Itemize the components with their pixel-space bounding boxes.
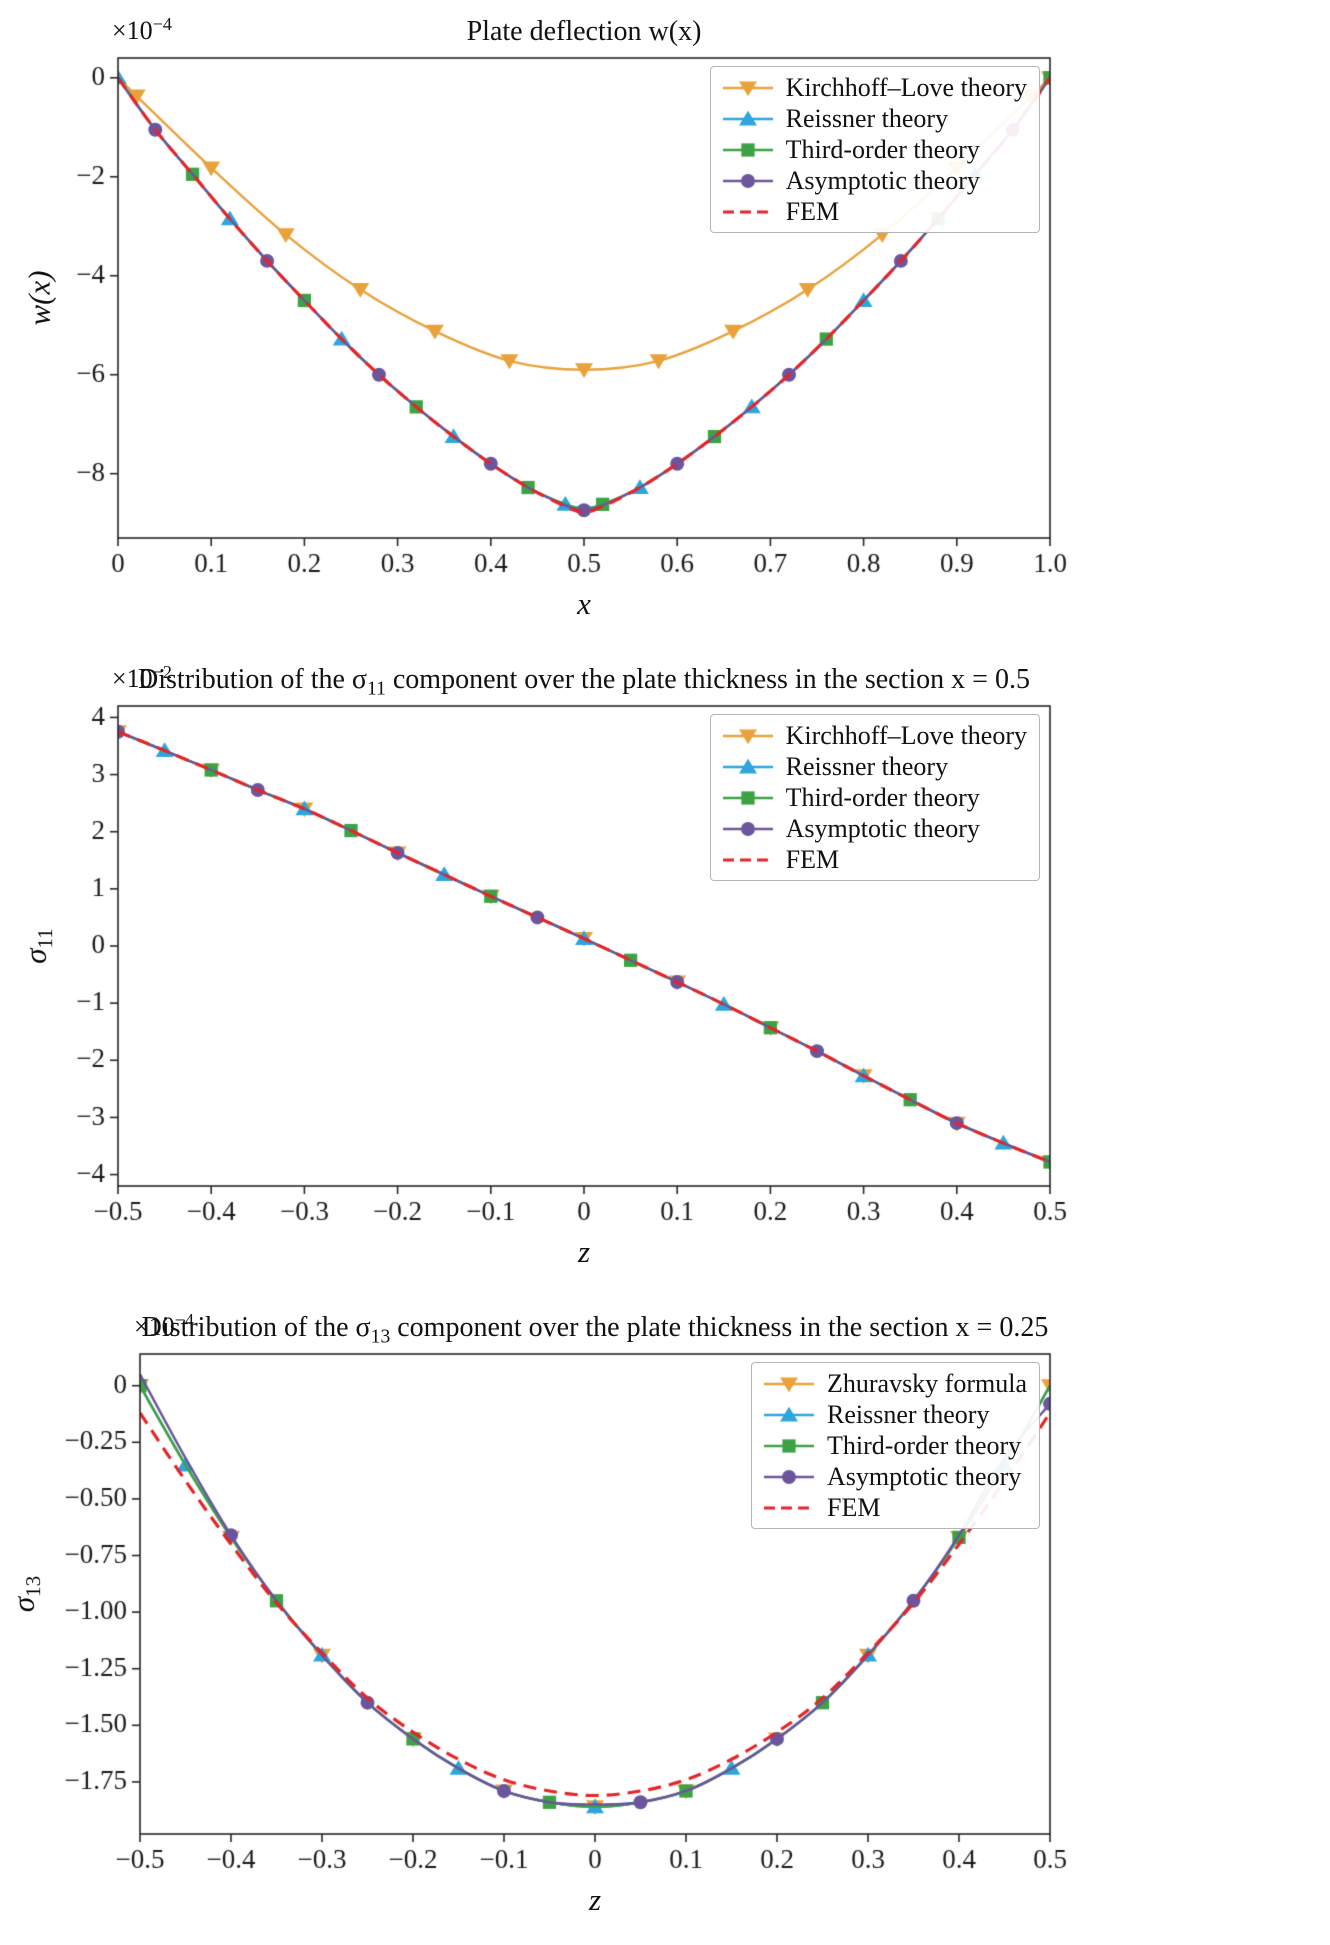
legend-item: Reissner theory: [719, 751, 1027, 782]
legend-label: FEM: [785, 196, 840, 226]
y-axis-offset-label: ×10−4: [134, 1310, 195, 1342]
y-axis-label: σ13: [5, 1575, 46, 1613]
y-axis-offset-label: ×10−2: [112, 662, 173, 694]
x-axis-label: z: [588, 1882, 602, 1917]
legend-label: Asymptotic theory: [785, 813, 980, 843]
sigma13-plot-canvas: [0, 1296, 1330, 1945]
legend-swatch-fem-icon: [760, 1496, 817, 1519]
deflection-plot-canvas: [0, 0, 1330, 648]
legend: Kirchhoff–Love theory Reissner theory Th…: [709, 714, 1040, 881]
legend-swatch-reissner-icon: [719, 107, 776, 130]
legend-label: Reissner theory: [826, 1399, 990, 1429]
x-axis-label: x: [577, 586, 591, 621]
legend-label: Asymptotic theory: [785, 165, 980, 195]
legend: Zhuravsky formula Reissner theory Third-…: [750, 1362, 1040, 1529]
sigma11-plot-canvas: [0, 648, 1330, 1296]
legend-label: Third-order theory: [785, 782, 980, 812]
chart-sigma13-figure: ×10−4 Distribution of the σ13 component …: [0, 1296, 1330, 1945]
legend-item: FEM: [719, 196, 1027, 227]
legend-label: FEM: [785, 844, 840, 874]
legend: Kirchhoff–Love theory Reissner theory Th…: [709, 66, 1040, 233]
legend-item: Asymptotic theory: [719, 165, 1027, 196]
legend-swatch-kirchhoff-icon: [719, 76, 776, 99]
legend-item: Kirchhoff–Love theory: [719, 72, 1027, 103]
legend-item: Kirchhoff–Love theory: [719, 720, 1027, 751]
chart-deflection-figure: ×10−4 Plate deflection w(x) w(x) x Kirch…: [0, 0, 1330, 648]
legend-swatch-third-order-icon: [760, 1434, 817, 1457]
legend-item: FEM: [719, 844, 1027, 875]
legend-label: Kirchhoff–Love theory: [785, 720, 1027, 750]
legend-item: FEM: [760, 1492, 1027, 1523]
legend-item: Reissner theory: [719, 103, 1027, 134]
legend-item: Third-order theory: [719, 782, 1027, 813]
legend-swatch-fem-icon: [719, 200, 776, 223]
chart-sigma11-figure: ×10−2 Distribution of the σ11 component …: [0, 648, 1330, 1296]
legend-item: Reissner theory: [760, 1399, 1027, 1430]
legend-swatch-asymptotic-icon: [760, 1465, 817, 1488]
legend-item: Asymptotic theory: [760, 1461, 1027, 1492]
y-axis-label: σ11: [17, 928, 58, 964]
chart-title: Distribution of the σ13 component over t…: [141, 1312, 1049, 1348]
y-axis-label: w(x): [21, 270, 57, 326]
legend-item: Third-order theory: [760, 1430, 1027, 1461]
legend-label: Reissner theory: [785, 103, 949, 133]
legend-label: Asymptotic theory: [826, 1461, 1022, 1491]
chart-title: Plate deflection w(x): [466, 16, 702, 47]
legend-swatch-reissner-icon: [760, 1403, 817, 1426]
legend-label: Kirchhoff–Love theory: [785, 72, 1027, 102]
legend-swatch-reissner-icon: [719, 755, 776, 778]
legend-swatch-kirchhoff-icon: [719, 724, 776, 747]
legend-label: Third-order theory: [785, 134, 980, 164]
legend-swatch-zhuravsky-icon: [760, 1372, 817, 1395]
chart-title: Distribution of the σ11 component over t…: [138, 664, 1030, 700]
legend-swatch-third-order-icon: [719, 786, 776, 809]
legend-swatch-asymptotic-icon: [719, 817, 776, 840]
legend-label: Reissner theory: [785, 751, 949, 781]
legend-swatch-fem-icon: [719, 848, 776, 871]
legend-item: Asymptotic theory: [719, 813, 1027, 844]
legend-swatch-asymptotic-icon: [719, 169, 776, 192]
legend-swatch-third-order-icon: [719, 138, 776, 161]
legend-label: Zhuravsky formula: [826, 1368, 1027, 1398]
y-axis-offset-label: ×10−4: [112, 14, 173, 46]
legend-item: Third-order theory: [719, 134, 1027, 165]
legend-item: Zhuravsky formula: [760, 1368, 1027, 1399]
legend-label: Third-order theory: [826, 1430, 1022, 1460]
x-axis-label: z: [577, 1234, 591, 1269]
legend-label: FEM: [826, 1492, 881, 1522]
